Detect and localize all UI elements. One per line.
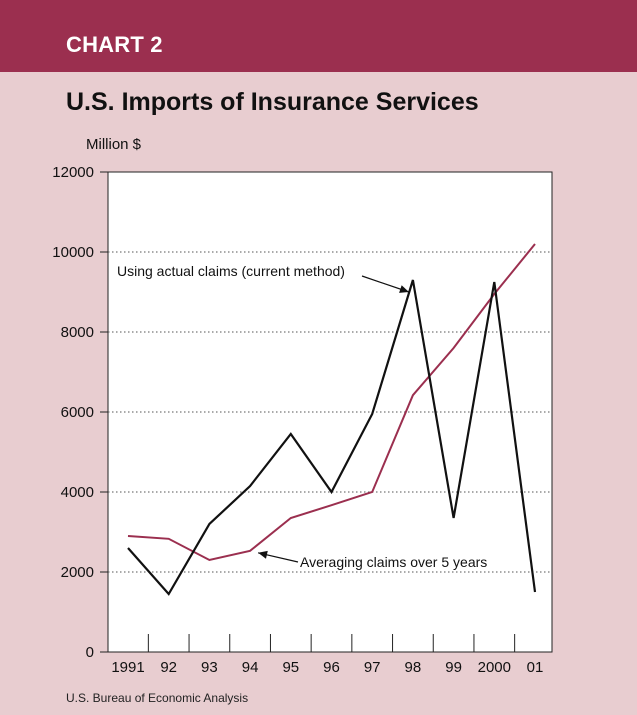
x-tick-label: 93 [201, 659, 218, 676]
source-note: U.S. Bureau of Economic Analysis [66, 691, 248, 705]
x-tick-label: 01 [527, 659, 544, 676]
y-tick-label: 2000 [61, 564, 94, 581]
y-tick-label: 6000 [61, 404, 94, 421]
x-tick-label: 99 [445, 659, 462, 676]
x-tick-label: 92 [160, 659, 177, 676]
x-tick-label: 95 [282, 659, 299, 676]
y-axis-ticks: 0 2000 4000 6000 8000 10000 12000 [52, 164, 108, 661]
x-tick-label: 96 [323, 659, 340, 676]
x-tick-label: 97 [364, 659, 381, 676]
y-tick-label: 4000 [61, 484, 94, 501]
y-tick-label: 10000 [52, 244, 94, 261]
y-tick-label: 8000 [61, 324, 94, 341]
x-tick-label: 2000 [478, 659, 511, 676]
y-tick-label: 0 [86, 644, 94, 661]
annotation-actual-claims-label: Using actual claims (current method) [117, 263, 345, 279]
x-tick-label: 98 [405, 659, 422, 676]
y-tick-label: 12000 [52, 164, 94, 181]
x-tick-label: 1991 [111, 659, 144, 676]
annotation-average-claims-label: Averaging claims over 5 years [300, 554, 487, 570]
x-tick-label: 94 [242, 659, 259, 676]
